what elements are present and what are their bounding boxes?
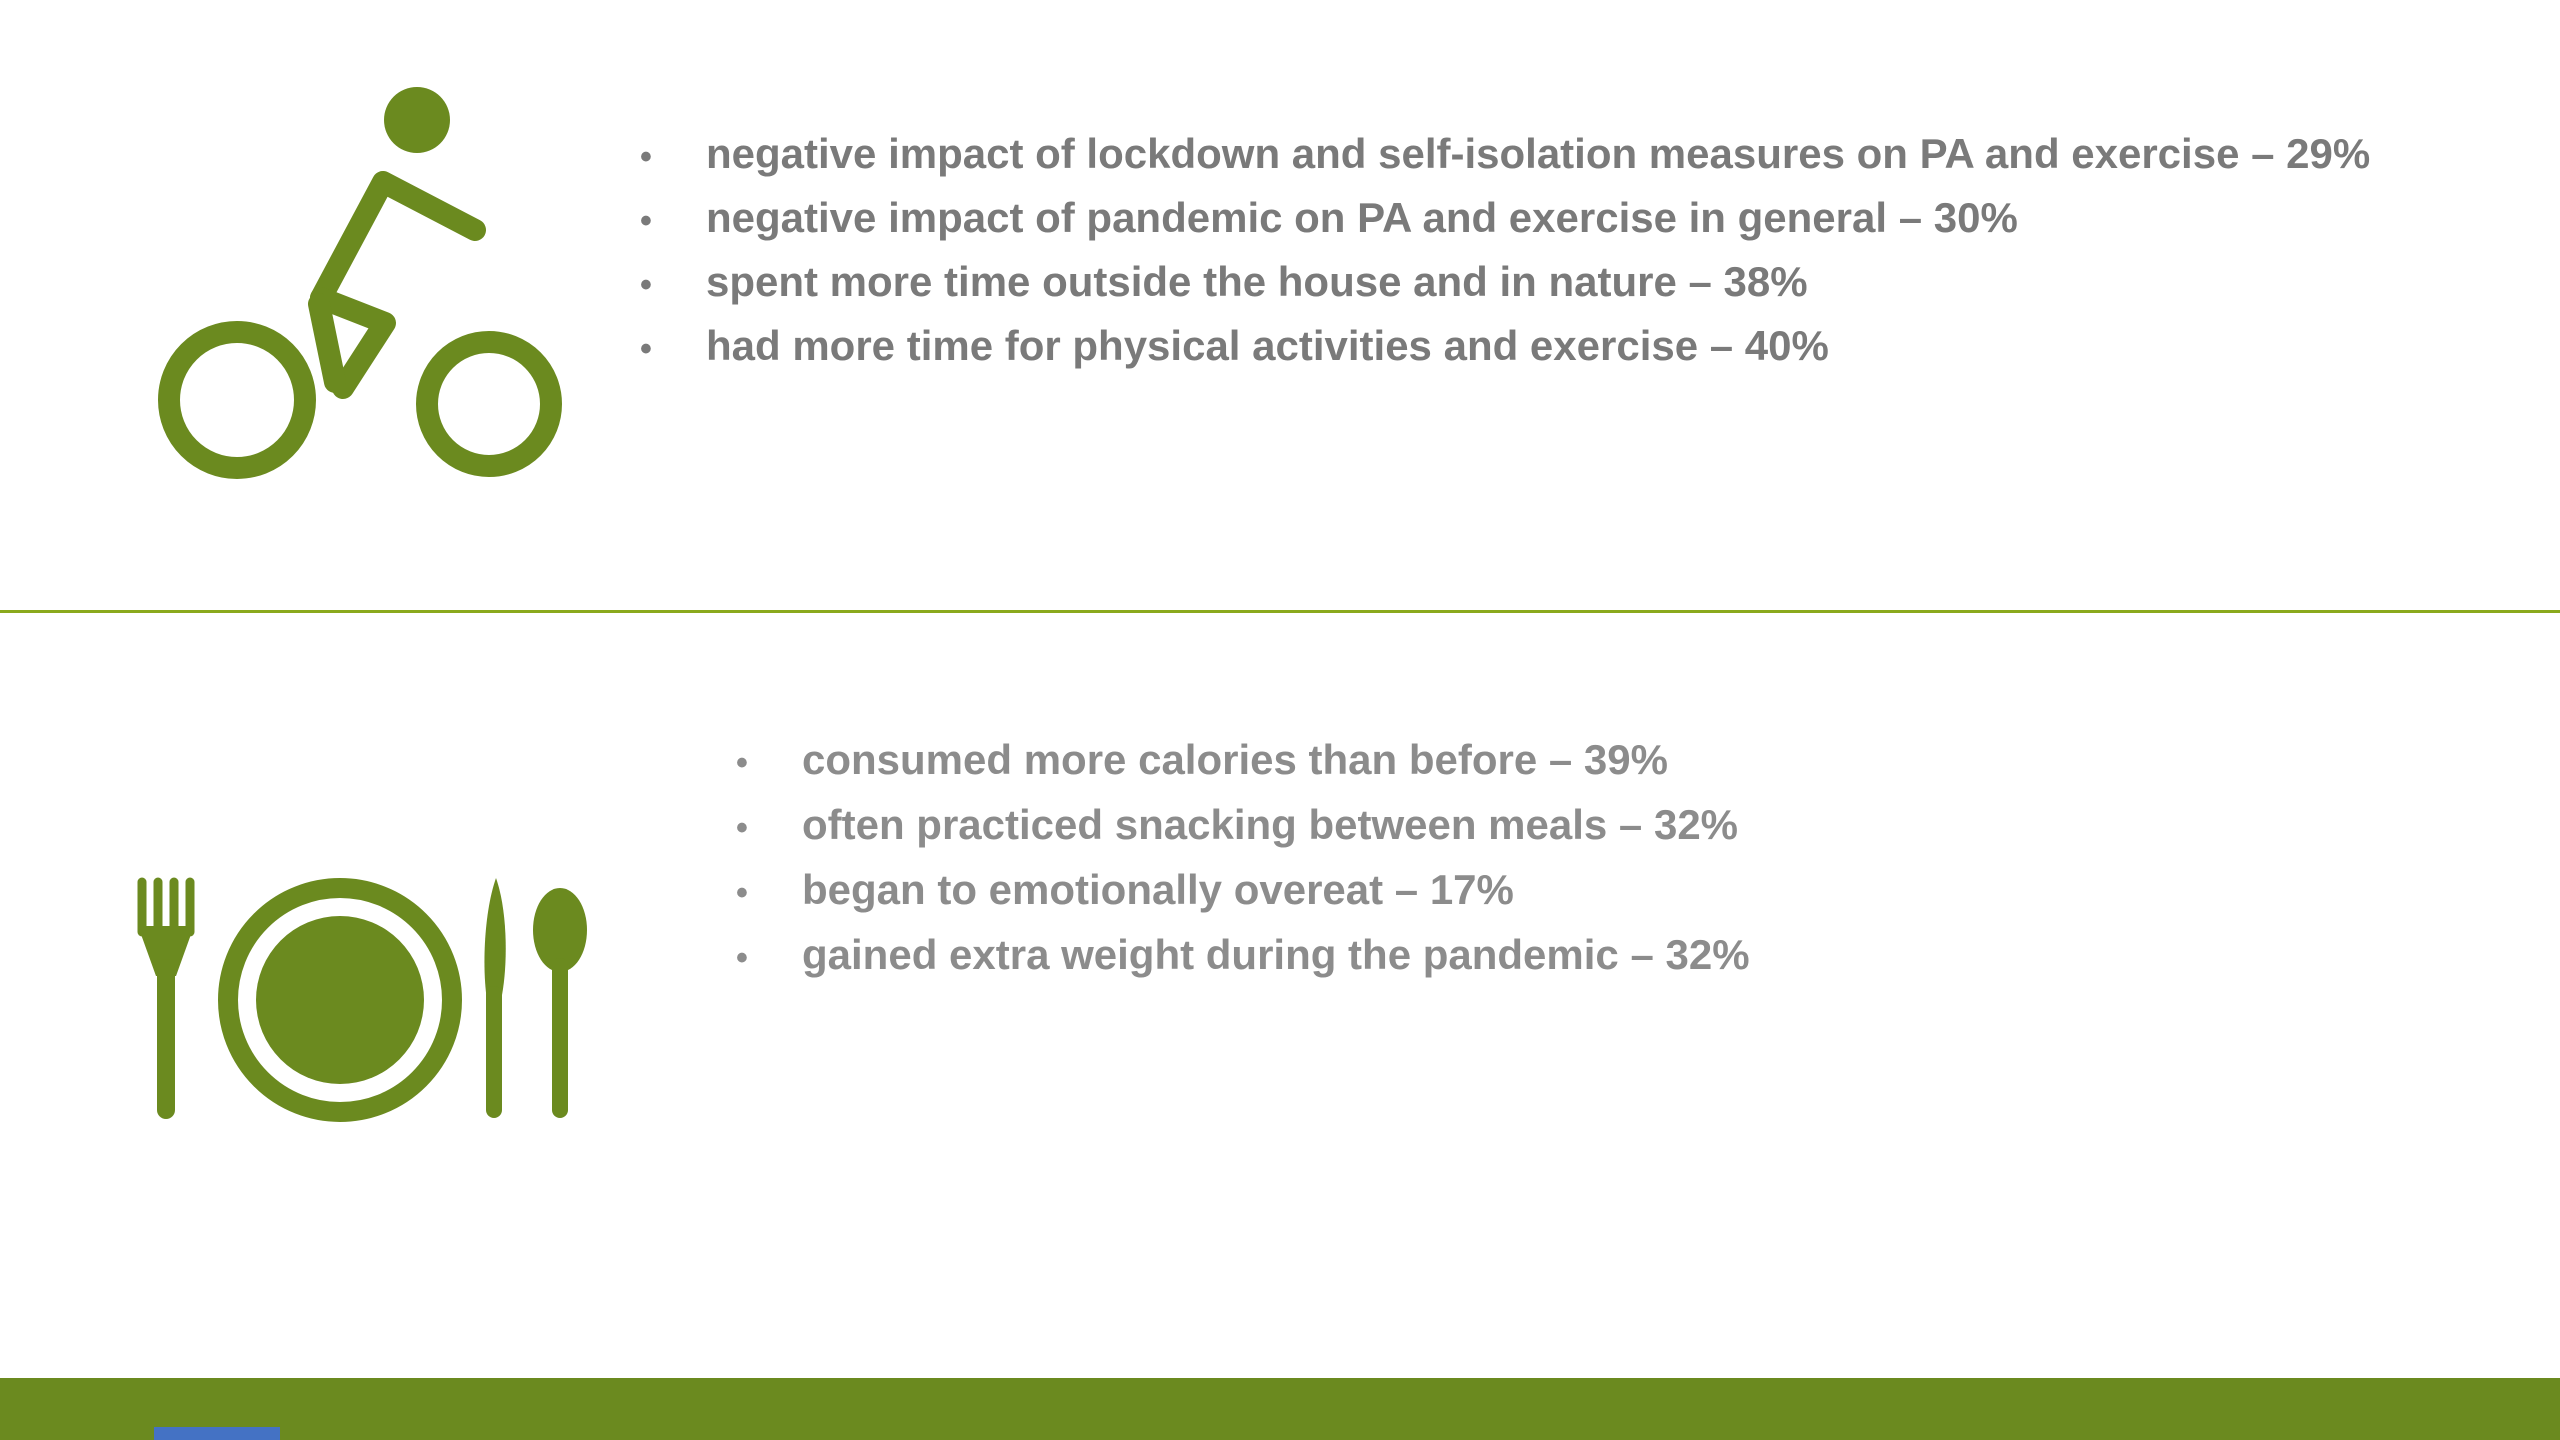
bullet-marker: • (640, 330, 652, 368)
bullet-marker: • (736, 744, 748, 782)
footer-bar (0, 1378, 2560, 1440)
bullet-marker: • (736, 809, 748, 847)
list-item: • had more time for physical activities … (640, 314, 2370, 378)
list-item: • gained extra weight during the pandemi… (736, 922, 1750, 987)
list-item: • often practiced snacking between meals… (736, 792, 1750, 857)
cyclist-icon (145, 80, 575, 480)
bullet-text: consumed more calories than before – 39% (802, 736, 1668, 783)
list-item: • began to emotionally overeat – 17% (736, 857, 1750, 922)
bullet-text: gained extra weight during the pandemic … (802, 931, 1750, 978)
bullet-text: began to emotionally overeat – 17% (802, 866, 1514, 913)
bullet-text: often practiced snacking between meals –… (802, 801, 1739, 848)
bullet-text: negative impact of lockdown and self-iso… (706, 130, 2371, 177)
footer-accent-blue (154, 1427, 280, 1440)
list-item: • negative impact of lockdown and self-i… (640, 122, 2370, 186)
bullet-marker: • (736, 874, 748, 912)
bullet-marker: • (640, 202, 652, 240)
bullet-text: negative impact of pandemic on PA and ex… (706, 194, 2018, 241)
list-item: • consumed more calories than before – 3… (736, 727, 1750, 792)
section-divider (0, 610, 2560, 613)
list-item: • negative impact of pandemic on PA and … (640, 186, 2370, 250)
bullet-text: spent more time outside the house and in… (706, 258, 1808, 305)
bullet-marker: • (736, 939, 748, 977)
list-item: • spent more time outside the house and … (640, 250, 2370, 314)
bullet-text: had more time for physical activities an… (706, 322, 1829, 369)
bullet-marker: • (640, 138, 652, 176)
bullet-marker: • (640, 266, 652, 304)
meal-icon (128, 868, 593, 1128)
nutrition-bullets: • consumed more calories than before – 3… (736, 727, 1750, 987)
physical-activity-bullets: • negative impact of lockdown and self-i… (640, 122, 2370, 378)
